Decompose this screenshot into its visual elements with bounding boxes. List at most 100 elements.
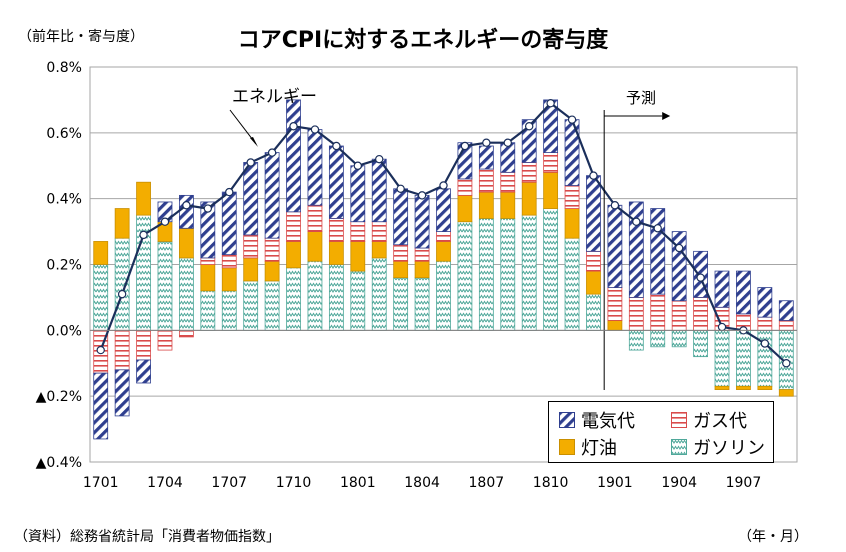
energy-line-point [632, 217, 641, 226]
bar-segment-electricity [179, 194, 194, 229]
energy-line-point [610, 201, 620, 210]
legend-item-electricity: 電気代 [559, 407, 635, 433]
bar-segment-gasoline [543, 208, 559, 331]
legend-label-gas: ガス代 [693, 411, 747, 432]
bar-segment-gasoline [200, 290, 216, 331]
bar-segment-kerosene [328, 241, 344, 265]
energy-label-arrowhead [250, 137, 258, 147]
energy-line-point [353, 161, 363, 170]
bar-segment-gas [264, 237, 280, 262]
energy-line-point [310, 125, 320, 134]
bar-segment-kerosene [114, 208, 130, 239]
bar-segment-electricity [286, 99, 301, 213]
energy-line-point [696, 273, 705, 282]
annotations: エネルギー 予測 [229, 87, 656, 147]
bar-segment-gasoline [307, 260, 323, 331]
bar-segment-gasoline [564, 237, 580, 331]
forecast-label: 予測 [626, 89, 656, 107]
bar-segment-electricity [778, 300, 794, 321]
bar-segment-gasoline [650, 329, 666, 348]
y-tick-label: ▲0.2% [36, 389, 82, 405]
bar-segment-gasoline [586, 293, 601, 331]
bar-segment-gas [221, 254, 237, 269]
bar-segment-gas [200, 257, 216, 265]
x-tick-label: 1901 [597, 475, 633, 491]
bar-segment-kerosene [286, 241, 301, 269]
energy-line-point [203, 204, 213, 213]
x-tick-label: 1804 [404, 475, 440, 491]
bar-segment-gas [650, 293, 666, 331]
bar-segment-electricity [200, 201, 216, 259]
bar-segment-gas [286, 211, 301, 242]
bar-segment-electricity [93, 372, 109, 440]
legend-label-kerosene: 灯油 [581, 438, 617, 459]
bar-segment-kerosene [607, 320, 623, 331]
bar-segment-gas [693, 297, 708, 331]
bar-segment-kerosene [264, 260, 280, 282]
bar-segment-gas [307, 204, 323, 232]
bar-segment-kerosene [457, 194, 473, 223]
energy-line-point [117, 289, 127, 299]
x-tick-label: 1907 [726, 475, 762, 491]
bar-segment-electricity [393, 188, 409, 246]
bar-segment-gasoline [521, 214, 537, 331]
bar-segment-kerosene [736, 385, 751, 390]
bar-segment-gas [179, 329, 194, 338]
bar-segment-gasoline [478, 218, 494, 331]
energy-line-label: エネルギー [232, 87, 317, 107]
legend-swatch-electricity [559, 412, 575, 428]
energy-line-point [289, 122, 298, 131]
bar-segment-electricity [264, 152, 280, 239]
bar-segment-electricity [586, 175, 601, 252]
bar-segment-kerosene [500, 191, 516, 219]
bar-segment-gas [371, 221, 387, 242]
bar-segment-gasoline [393, 277, 409, 331]
energy-line-point [546, 99, 555, 108]
legend-item-gas: ガス代 [671, 407, 747, 433]
bar-segment-electricity [757, 287, 773, 318]
legend-swatch-gasoline [671, 439, 687, 455]
y-tick-label: 0.8% [46, 60, 82, 76]
bar-segment-gasoline [93, 264, 109, 331]
y-tick-label: 0.2% [46, 258, 82, 274]
bar-segment-electricity [607, 204, 623, 288]
energy-line-point [332, 141, 341, 151]
bar-segment-gasoline [157, 241, 173, 331]
bar-segment-kerosene [714, 385, 730, 390]
energy-line-point [417, 191, 427, 200]
legend-item-kerosene: 灯油 [559, 434, 617, 460]
bar-segment-gas [114, 329, 130, 371]
bar-segment-gasoline [243, 280, 259, 331]
bar-segment-gasoline [179, 257, 194, 331]
bar-segment-kerosene [307, 231, 323, 262]
legend: 電気代 ガス代 灯油 ガソリン [548, 401, 774, 463]
bar-segment-gasoline [350, 270, 366, 331]
bar-segment-gas [478, 168, 494, 193]
bar-segment-gas [757, 316, 773, 331]
bar-segment-gasoline [328, 264, 344, 331]
energy-line-point [396, 184, 405, 193]
bar-segment-electricity [628, 201, 644, 298]
bar-segment-gasoline [414, 277, 430, 331]
energy-line-point [267, 148, 277, 157]
energy-line-point [182, 201, 191, 210]
bar-segment-gas [243, 234, 259, 259]
bar-segment-gas [671, 300, 687, 331]
bar-segment-kerosene [243, 257, 259, 282]
bar-segment-electricity [243, 162, 259, 236]
bar-segment-kerosene [414, 260, 430, 279]
bar-segment-gas [157, 329, 173, 351]
bar-segment-kerosene [200, 264, 216, 292]
bar-segment-gasoline [436, 260, 451, 331]
legend-swatch-kerosene [559, 439, 575, 455]
bar-segment-electricity [736, 270, 751, 315]
bar-segment-gasoline [714, 329, 730, 387]
bar-segment-electricity [307, 129, 323, 206]
energy-line-point [503, 138, 512, 147]
bar-segment-electricity [414, 194, 430, 249]
x-tick-label: 1707 [211, 475, 247, 491]
energy-line-point [760, 339, 770, 348]
x-tick-label: 1801 [340, 475, 376, 491]
x-tick-label: 1904 [661, 475, 697, 491]
bar-segment-kerosene [179, 227, 194, 259]
